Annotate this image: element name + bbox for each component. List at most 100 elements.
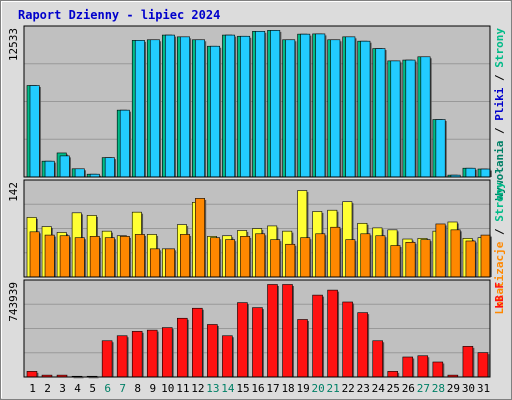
bar (270, 239, 281, 278)
kbytes-panel: 743939 kB F (7, 279, 506, 379)
day-label: 23 (357, 382, 370, 395)
bar (465, 167, 476, 178)
bar (119, 109, 130, 178)
day-label: 28 (432, 382, 445, 395)
bar (225, 34, 236, 178)
day-label: 2 (44, 382, 51, 395)
bar (267, 284, 278, 378)
bar (134, 40, 145, 178)
day-label: 21 (327, 382, 340, 395)
bar (405, 241, 416, 278)
bar (240, 35, 251, 178)
side-legend-part: Lokalizacje (493, 241, 506, 314)
visits-panel: 12533 Wywołania / Pliki / Strony (7, 25, 506, 201)
y-max-label: 743939 (7, 282, 20, 322)
bar (330, 226, 341, 278)
bar (180, 36, 190, 178)
series-front (29, 30, 492, 178)
bar-shadow (73, 377, 84, 379)
bar (360, 233, 371, 278)
bar (180, 234, 190, 278)
bar (450, 229, 461, 278)
y-max-label: 12533 (7, 28, 20, 61)
bar (270, 30, 281, 178)
bar (225, 239, 236, 278)
bar (420, 56, 431, 178)
panels-layer: 12533 Wywołania / Pliki / Strony 142 Lokali… (7, 25, 506, 379)
bar (405, 59, 416, 178)
bar (300, 237, 311, 278)
bar (89, 236, 100, 278)
bar (315, 33, 326, 178)
plot-border (23, 279, 491, 378)
bar (375, 235, 386, 278)
bar (101, 340, 113, 378)
day-label: 5 (89, 382, 96, 395)
day-labels: 1 2 3 4 5 6 7 8 9 10 11 12 13 14 15 16 17 18 19 20 21 22 23 24 2… (29, 382, 490, 395)
bar (146, 329, 158, 378)
bar (240, 236, 251, 278)
bar (195, 198, 205, 278)
side-legend-part: Pliki (493, 87, 506, 120)
side-legend-part: / (493, 222, 506, 242)
bar (210, 45, 221, 178)
bar (357, 312, 368, 378)
side-legend-part: kB F (493, 282, 506, 309)
side-legend-part: / (493, 121, 506, 141)
day-label: 4 (74, 382, 81, 395)
bar (74, 237, 85, 278)
bar (252, 307, 263, 378)
day-label: 19 (296, 382, 309, 395)
side-legend: Lokalizacje / Strony (493, 182, 506, 315)
bar (131, 331, 143, 378)
bar (44, 234, 55, 278)
day-label: 14 (221, 382, 235, 395)
day-label: 7 (119, 382, 126, 395)
day-label: 22 (342, 382, 355, 395)
y-max-label: 142 (7, 182, 20, 202)
bar (345, 239, 356, 278)
bar (104, 237, 115, 278)
bar (360, 40, 371, 178)
day-label: 27 (417, 382, 430, 395)
bar (390, 60, 401, 178)
plot-border (23, 179, 491, 278)
day-label: 11 (176, 382, 189, 395)
day-label: 26 (402, 382, 415, 395)
side-legend: kB F (493, 282, 506, 309)
series-single (26, 284, 490, 379)
bar (282, 284, 293, 378)
bar (237, 302, 248, 378)
side-legend: Wywołania / Pliki / Strony (493, 28, 506, 201)
day-label: 25 (387, 382, 400, 395)
bar (149, 39, 160, 178)
bar (480, 168, 491, 178)
day-label: 17 (266, 382, 279, 395)
bar (372, 340, 383, 378)
day-label: 9 (149, 382, 156, 395)
day-label: 8 (134, 382, 141, 395)
bar (345, 36, 356, 178)
bar (285, 243, 296, 278)
bar (465, 240, 476, 278)
bar (285, 39, 296, 178)
bar (435, 223, 446, 278)
bar (29, 85, 40, 178)
side-legend-part: / (493, 68, 506, 88)
bar (119, 236, 130, 278)
day-label: 13 (206, 382, 219, 395)
bar (330, 39, 341, 178)
bar (195, 39, 205, 178)
day-label: 1 (29, 382, 36, 395)
bar (375, 48, 386, 178)
chart-title: Raport Dzienny - lipiec 2024 (18, 8, 220, 22)
bar (59, 235, 70, 278)
bar (435, 119, 446, 178)
side-legend-part: Wywołania (493, 141, 506, 201)
bar (164, 248, 175, 278)
bar (300, 33, 311, 178)
day-label: 15 (236, 382, 249, 395)
bar (149, 248, 160, 278)
